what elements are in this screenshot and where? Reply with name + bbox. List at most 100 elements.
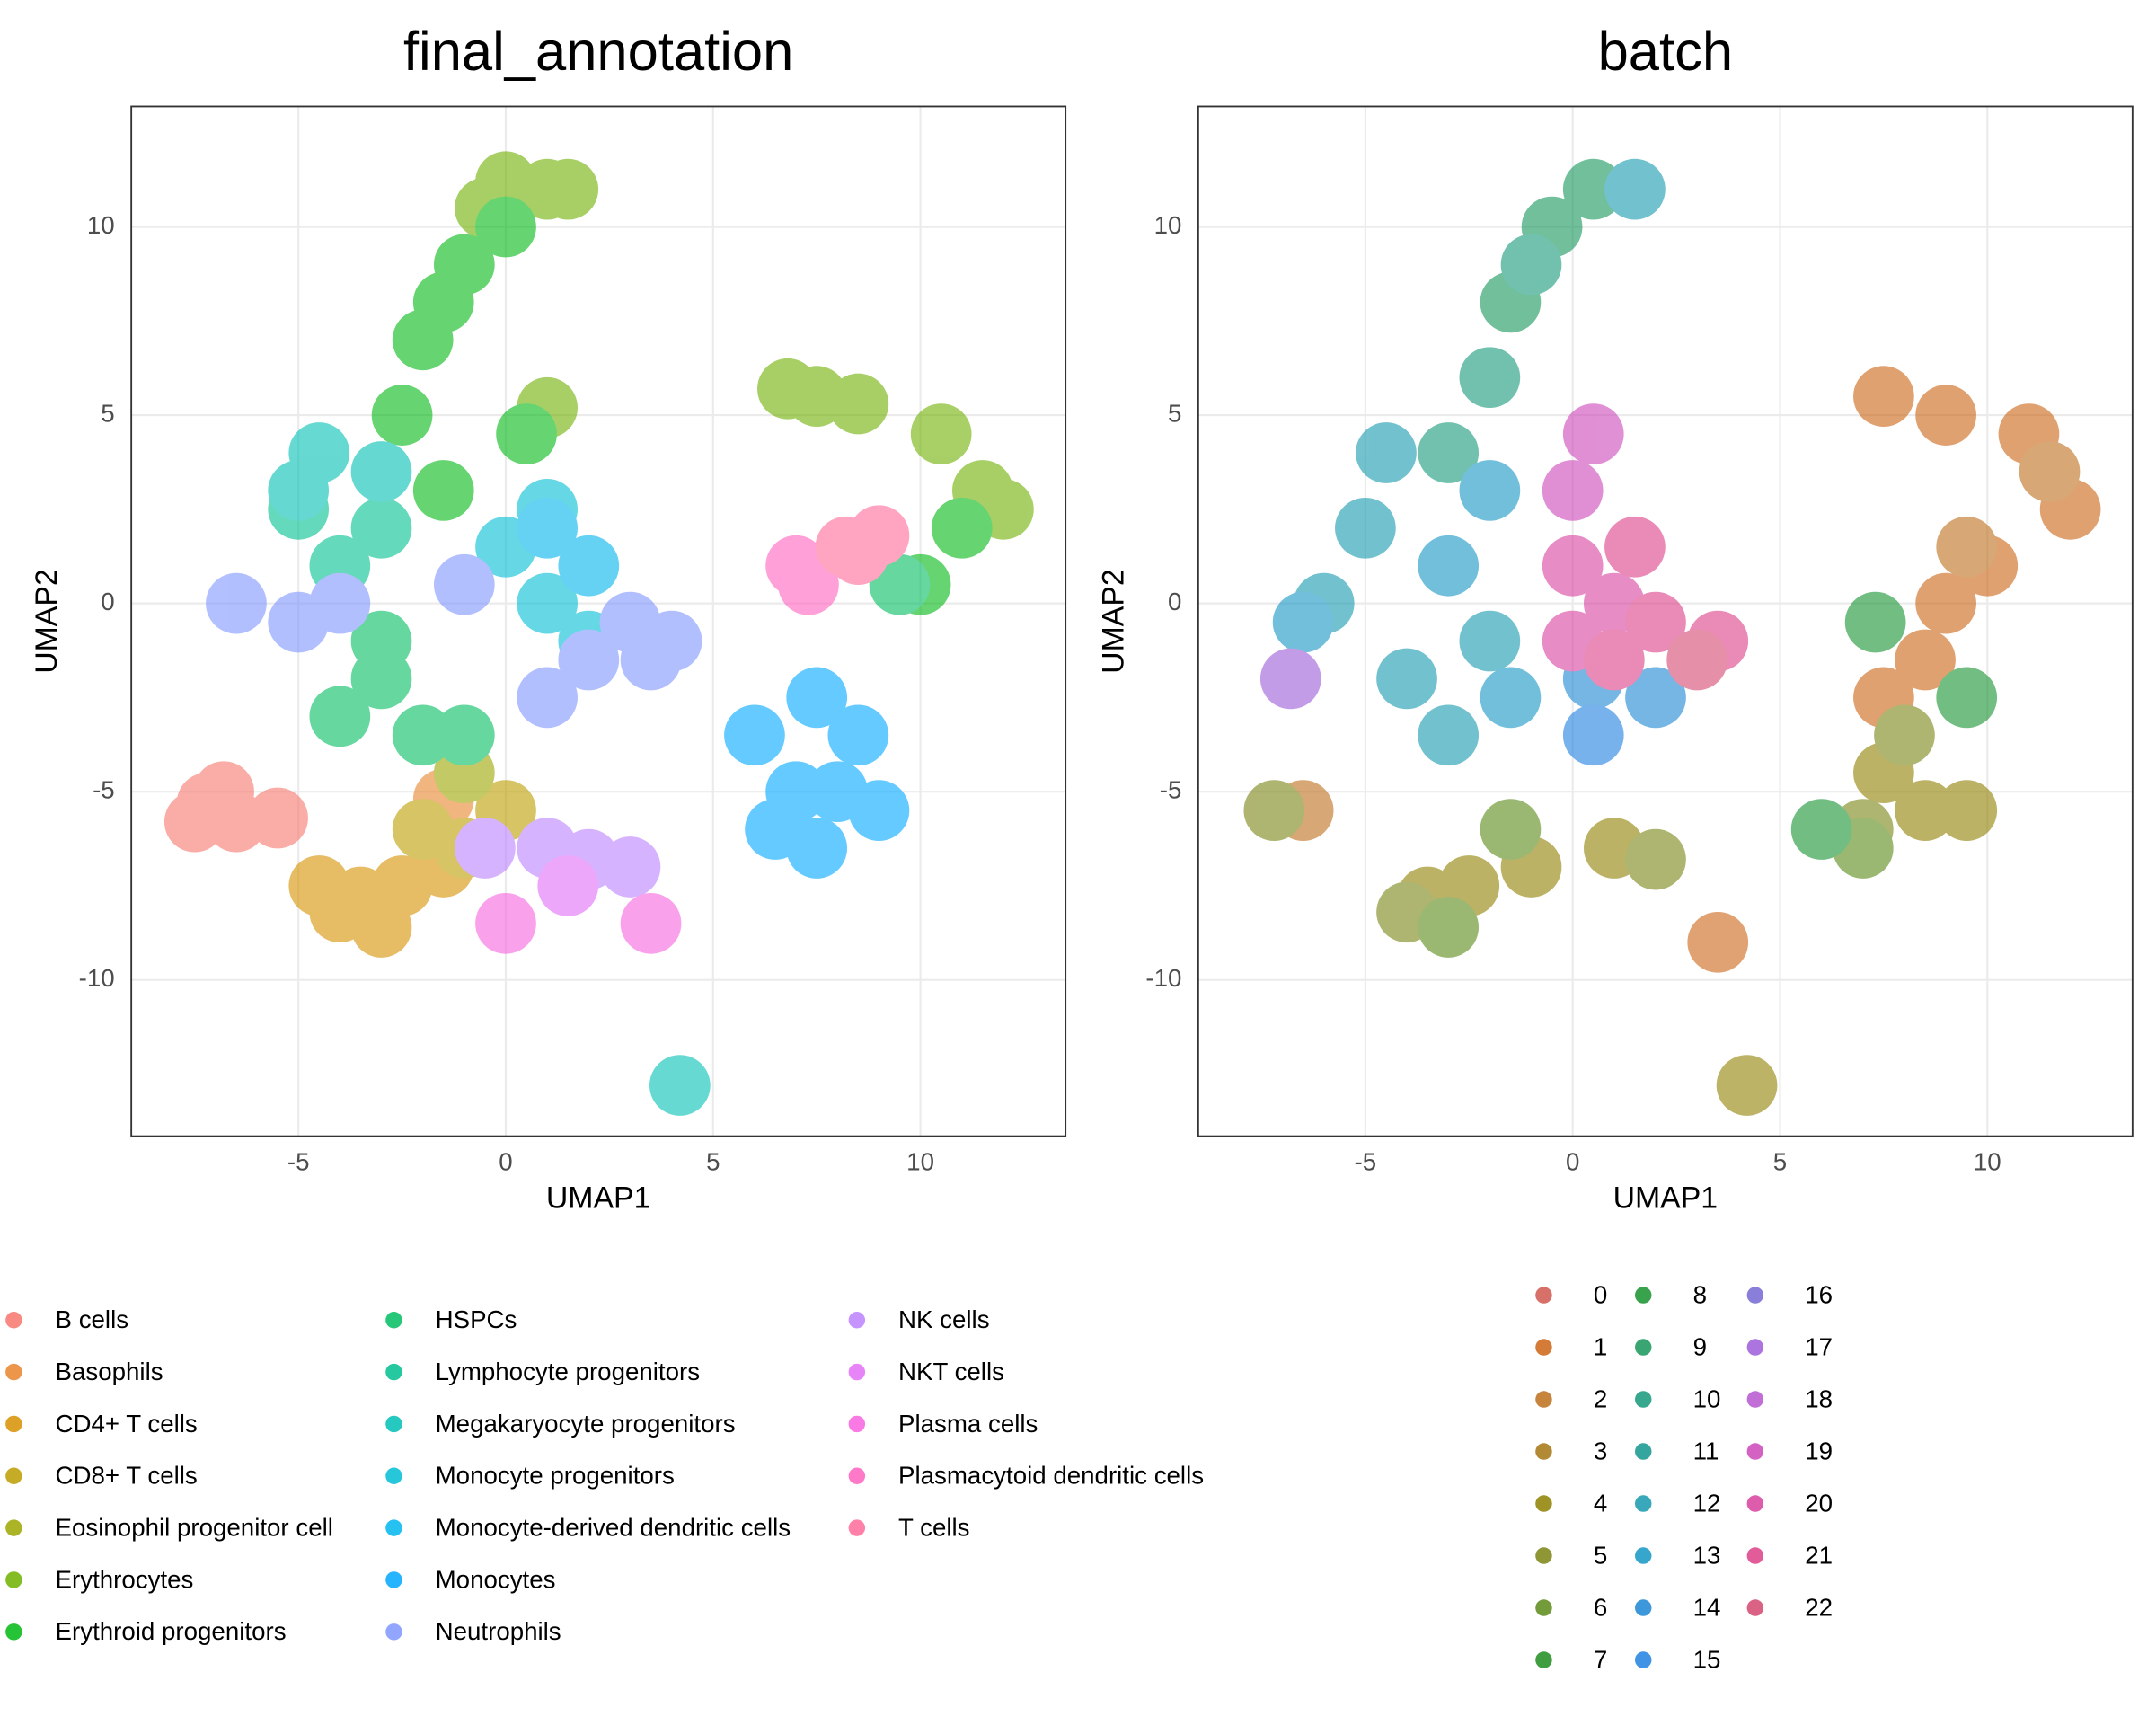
point bbox=[1625, 667, 1686, 729]
legend-label: Plasma cells bbox=[898, 1410, 1038, 1438]
point bbox=[745, 799, 806, 860]
y-tick-label: 10 bbox=[1154, 211, 1182, 239]
legend-swatch bbox=[1746, 1495, 1764, 1512]
y-tick-label: 0 bbox=[1168, 588, 1181, 615]
point bbox=[433, 704, 495, 766]
chart-title: batch bbox=[1598, 21, 1733, 83]
legend-swatch bbox=[1635, 1339, 1652, 1356]
point bbox=[392, 799, 454, 860]
legend-swatch bbox=[5, 1415, 22, 1433]
y-axis-label: UMAP2 bbox=[30, 569, 64, 674]
x-tick-label: -5 bbox=[287, 1148, 310, 1176]
legend-swatch bbox=[1746, 1443, 1764, 1460]
legend-label: 10 bbox=[1693, 1384, 1721, 1412]
point bbox=[350, 441, 412, 502]
point bbox=[455, 818, 516, 879]
point bbox=[1562, 704, 1624, 766]
legend-label: Eosinophil progenitor cell bbox=[56, 1513, 333, 1541]
panel-border bbox=[130, 105, 1067, 1137]
legend-swatch bbox=[5, 1571, 22, 1588]
legend-swatch bbox=[5, 1519, 22, 1536]
point bbox=[910, 403, 972, 464]
point bbox=[371, 385, 433, 446]
point bbox=[517, 497, 578, 559]
legend-swatch bbox=[1535, 1339, 1552, 1356]
legend-label: Megakaryocyte progenitors bbox=[436, 1410, 736, 1438]
y-tick-label: -5 bbox=[1160, 775, 1182, 803]
legend-swatch bbox=[1746, 1339, 1764, 1356]
legend-label: CD8+ T cells bbox=[56, 1462, 198, 1490]
legend-swatch bbox=[385, 1415, 402, 1433]
panel-border bbox=[1197, 105, 2134, 1137]
point bbox=[1480, 799, 1542, 860]
legend-label: HSPCs bbox=[436, 1305, 517, 1333]
legend-swatch bbox=[848, 1363, 866, 1381]
point bbox=[1459, 610, 1521, 672]
legend-swatch bbox=[385, 1312, 402, 1329]
point bbox=[1418, 422, 1480, 483]
legend-label: 11 bbox=[1693, 1437, 1719, 1464]
legend-label: 18 bbox=[1805, 1384, 1833, 1412]
point bbox=[848, 505, 910, 567]
y-tick-label: 5 bbox=[101, 399, 114, 427]
point bbox=[1625, 828, 1686, 890]
legend-swatch bbox=[1535, 1443, 1552, 1460]
legend-swatch bbox=[5, 1467, 22, 1485]
point bbox=[1418, 704, 1480, 766]
legend-label: 22 bbox=[1805, 1593, 1833, 1621]
legend-label: T cells bbox=[898, 1513, 970, 1541]
point bbox=[1936, 780, 1998, 841]
point bbox=[1687, 911, 1749, 973]
point bbox=[1459, 460, 1521, 521]
legend-swatch bbox=[1535, 1287, 1552, 1304]
legend-label: 17 bbox=[1805, 1332, 1833, 1360]
legend-label: 12 bbox=[1693, 1489, 1721, 1517]
point bbox=[558, 629, 620, 691]
point bbox=[1243, 780, 1305, 841]
point bbox=[649, 1055, 711, 1116]
legend-swatch bbox=[1635, 1651, 1652, 1668]
legend-swatch bbox=[385, 1467, 402, 1485]
legend-label: NKT cells bbox=[898, 1358, 1004, 1385]
legend-label: 19 bbox=[1805, 1437, 1833, 1464]
x-tick-label: 5 bbox=[706, 1148, 720, 1176]
legend-swatch bbox=[1635, 1599, 1652, 1616]
point bbox=[1853, 366, 1914, 427]
legend-swatch bbox=[5, 1363, 22, 1381]
y-tick-label: -10 bbox=[1145, 964, 1181, 992]
point bbox=[1335, 497, 1396, 559]
y-tick-label: 5 bbox=[1168, 399, 1181, 427]
legend-label: 0 bbox=[1594, 1280, 1607, 1308]
point bbox=[1459, 347, 1521, 409]
legend-swatch bbox=[848, 1415, 866, 1433]
point bbox=[641, 610, 702, 672]
point bbox=[1874, 704, 1935, 766]
point bbox=[599, 836, 661, 898]
point bbox=[1418, 535, 1480, 597]
legend-swatch bbox=[1635, 1443, 1652, 1460]
legend-label: Monocyte progenitors bbox=[436, 1462, 675, 1490]
legend-label: 1 bbox=[1594, 1332, 1607, 1360]
point bbox=[193, 761, 254, 823]
point bbox=[1790, 799, 1852, 860]
legend-swatch bbox=[1635, 1391, 1652, 1408]
legend-label: 6 bbox=[1594, 1593, 1607, 1621]
point bbox=[724, 704, 785, 766]
legend-label: 21 bbox=[1805, 1541, 1833, 1569]
legend-label: 16 bbox=[1805, 1280, 1833, 1308]
point bbox=[412, 271, 474, 333]
legend-swatch bbox=[1535, 1651, 1552, 1668]
point bbox=[433, 553, 495, 615]
x-axis-label: UMAP1 bbox=[546, 1181, 651, 1215]
legend-label: 3 bbox=[1594, 1437, 1607, 1464]
point bbox=[1562, 403, 1624, 464]
point bbox=[517, 572, 578, 634]
point bbox=[1583, 629, 1645, 691]
point bbox=[206, 572, 267, 634]
x-tick-label: 10 bbox=[1974, 1148, 2001, 1176]
point bbox=[848, 780, 910, 841]
legend-label: Monocytes bbox=[436, 1565, 556, 1593]
point bbox=[309, 572, 371, 634]
point bbox=[475, 196, 536, 258]
